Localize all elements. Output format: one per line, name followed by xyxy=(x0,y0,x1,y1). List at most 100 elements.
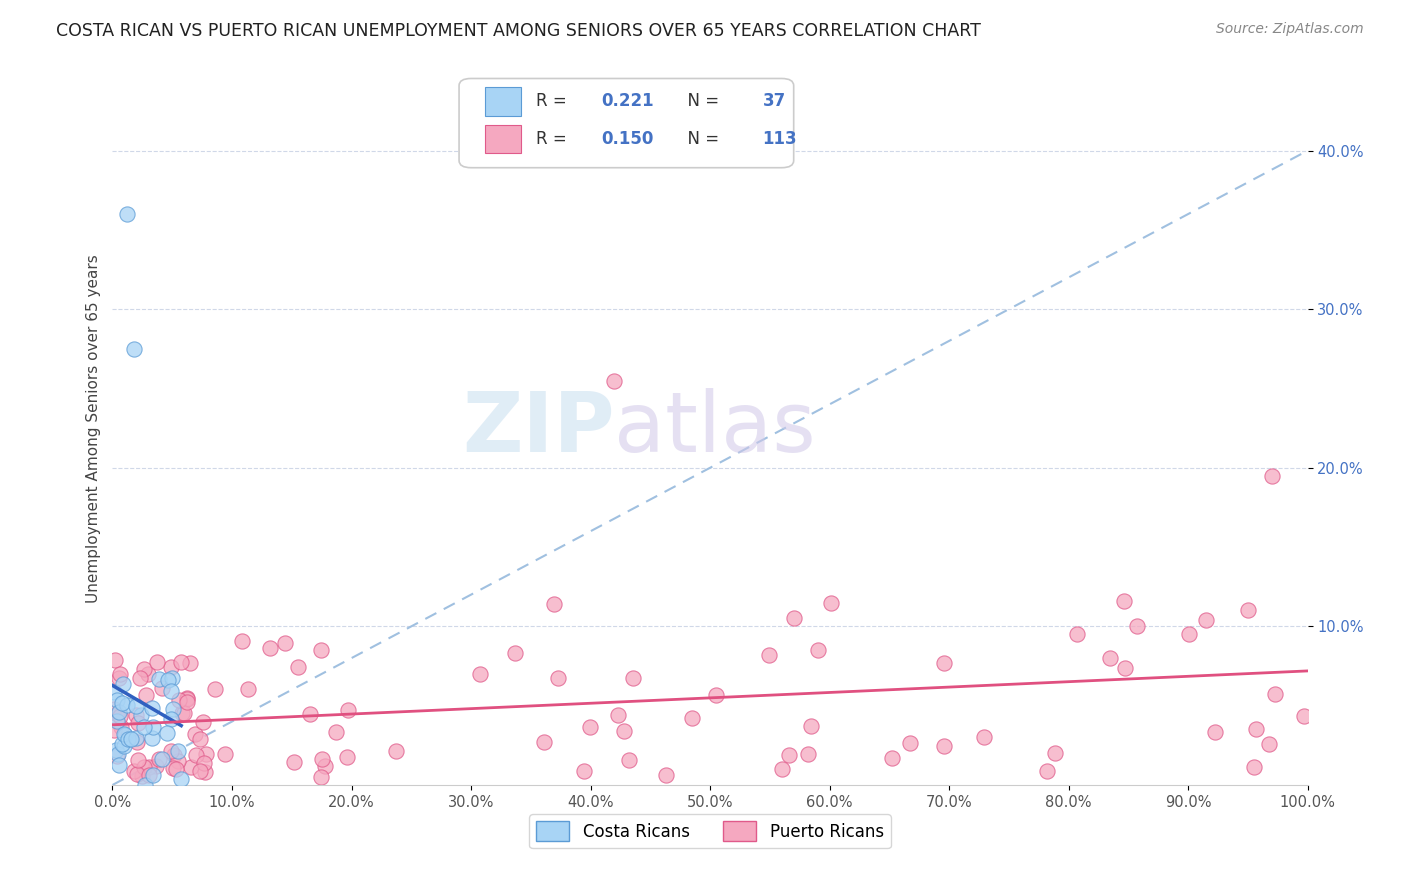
Text: R =: R = xyxy=(536,130,572,148)
Point xyxy=(325,725,347,739)
Point xyxy=(170,706,193,720)
Point xyxy=(547,671,569,685)
Point xyxy=(543,597,565,611)
Point xyxy=(111,677,134,691)
Point xyxy=(127,715,149,730)
Point xyxy=(176,690,198,705)
Point xyxy=(111,696,134,710)
Point xyxy=(309,770,332,784)
Point xyxy=(1243,760,1265,774)
Point xyxy=(160,671,183,685)
Point xyxy=(607,707,630,722)
Point xyxy=(1112,594,1135,608)
Point xyxy=(176,696,198,710)
Point xyxy=(778,747,800,762)
Point xyxy=(142,720,165,734)
Y-axis label: Unemployment Among Seniors over 65 years: Unemployment Among Seniors over 65 years xyxy=(86,254,101,602)
Point xyxy=(190,764,212,778)
Point xyxy=(617,753,640,767)
Point xyxy=(134,778,156,792)
Point xyxy=(136,667,159,681)
Point xyxy=(1237,603,1260,617)
Point xyxy=(186,747,208,762)
Point xyxy=(274,635,297,649)
Point xyxy=(934,656,956,670)
Point xyxy=(1264,687,1286,701)
Point xyxy=(193,756,215,770)
Point xyxy=(503,646,526,660)
Point xyxy=(179,657,201,671)
Point xyxy=(1258,737,1281,751)
Point xyxy=(807,642,830,657)
Point xyxy=(103,685,125,699)
Point xyxy=(110,721,132,735)
Point xyxy=(122,342,145,356)
Point xyxy=(125,708,148,723)
Point xyxy=(150,752,173,766)
Point xyxy=(125,766,148,780)
Point xyxy=(173,706,195,721)
Point xyxy=(574,764,596,779)
Point xyxy=(1114,661,1136,675)
Point xyxy=(156,725,179,739)
FancyBboxPatch shape xyxy=(485,125,522,153)
Point xyxy=(131,769,153,783)
Point xyxy=(299,707,322,722)
Point xyxy=(122,764,145,779)
Point xyxy=(236,681,259,696)
Point xyxy=(115,207,138,221)
Point xyxy=(1244,722,1267,736)
Point xyxy=(127,753,149,767)
Point xyxy=(105,707,128,722)
Point xyxy=(1178,626,1201,640)
Point xyxy=(231,633,253,648)
Point xyxy=(287,659,309,673)
Text: 0.221: 0.221 xyxy=(602,93,654,111)
Point xyxy=(1045,747,1067,761)
Point xyxy=(128,671,150,685)
Point xyxy=(103,653,125,667)
Point xyxy=(114,739,136,753)
Point xyxy=(309,643,332,657)
Point xyxy=(132,662,155,676)
Point xyxy=(167,754,190,768)
Point xyxy=(108,758,131,772)
Point xyxy=(129,707,152,722)
Point xyxy=(311,752,333,766)
Point xyxy=(108,672,131,686)
Point xyxy=(132,720,155,734)
Text: N =: N = xyxy=(676,93,724,111)
Point xyxy=(146,656,169,670)
Point xyxy=(194,765,217,780)
Point xyxy=(111,737,134,751)
Point xyxy=(163,747,186,762)
Point xyxy=(107,747,129,762)
Point xyxy=(108,667,131,681)
Point xyxy=(156,673,179,687)
Point xyxy=(758,648,780,663)
Point xyxy=(655,768,678,782)
Point xyxy=(105,749,128,764)
Point xyxy=(112,727,135,741)
Point xyxy=(138,759,160,773)
Point xyxy=(384,744,406,758)
Point xyxy=(167,744,190,758)
Point xyxy=(141,731,163,745)
Point xyxy=(820,596,842,610)
Point xyxy=(283,755,305,769)
Point xyxy=(160,683,183,698)
Point xyxy=(704,688,727,702)
Point xyxy=(162,702,184,716)
Text: atlas: atlas xyxy=(614,388,815,468)
Text: 0.150: 0.150 xyxy=(602,130,654,148)
Point xyxy=(1098,650,1121,665)
Point xyxy=(120,731,142,746)
Point xyxy=(603,374,626,388)
Point xyxy=(183,726,205,740)
Point xyxy=(165,762,187,776)
Point xyxy=(170,772,193,786)
Point xyxy=(796,747,818,761)
Point xyxy=(160,660,183,674)
Point xyxy=(1261,468,1284,483)
Point xyxy=(124,731,146,745)
